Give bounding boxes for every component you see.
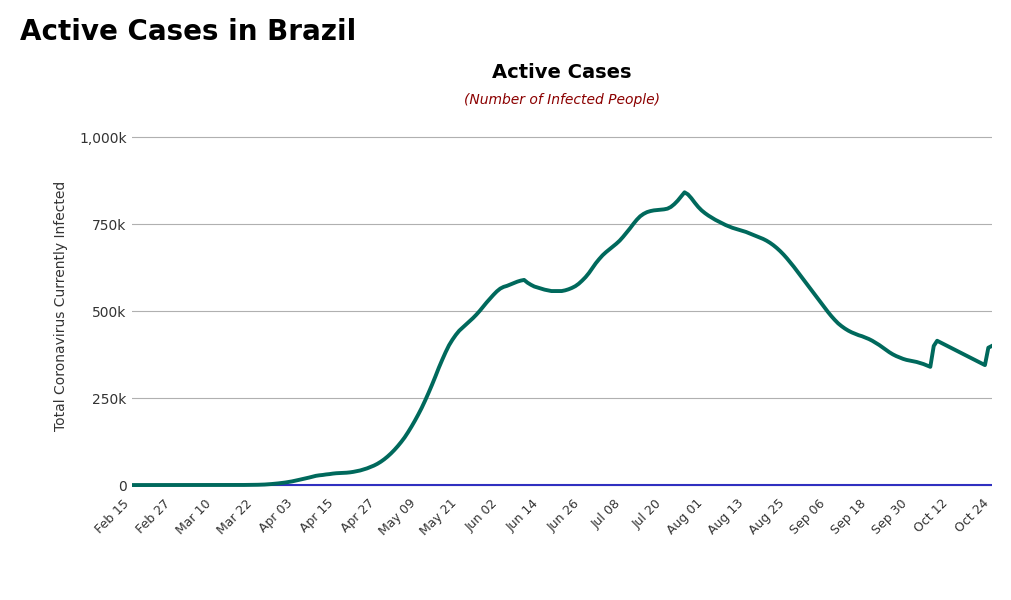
Y-axis label: Total Coronavirus Currently Infected: Total Coronavirus Currently Infected [54,181,68,431]
Text: (Number of Infected People): (Number of Infected People) [463,93,659,107]
Title: Active Cases: Active Cases [491,64,631,82]
Text: Active Cases in Brazil: Active Cases in Brazil [20,18,356,46]
